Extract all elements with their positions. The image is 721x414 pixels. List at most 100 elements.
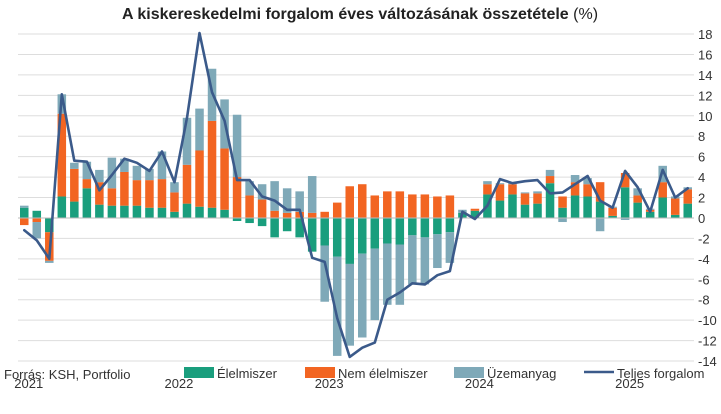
bar-fuel [245,181,254,196]
bar-nonfood [145,180,154,208]
bar-food [245,217,254,224]
bar-nonfood [533,193,542,204]
chart-title: A kiskereskedelmi forgalom éves változás… [122,6,598,23]
bar-nonfood [683,189,692,204]
bar-food [420,217,430,238]
legend-label-total: Teljes forgalom [617,366,704,381]
bar-nonfood [633,195,642,203]
bar-fuel [345,263,354,346]
y-tick-label: 0 [698,211,705,226]
bar-fuel [282,188,292,213]
bar-fuel [270,181,279,211]
bar-fuel [132,165,142,181]
bar-nonfood [120,171,129,206]
x-year-label: 2025 [615,376,644,391]
bar-nonfood [395,191,405,218]
bar-nonfood [20,217,29,226]
bar-food [520,204,530,218]
bar-fuel [32,222,42,239]
bar-food [658,197,667,218]
bar-nonfood [583,184,592,197]
bar-food [508,194,517,218]
bar-fuel [445,232,455,263]
bar-nonfood [570,182,580,196]
bar-food [370,217,380,249]
y-tick-label: -6 [698,272,710,287]
bar-fuel [332,256,342,356]
bar-nonfood [170,192,179,212]
bar-fuel [195,108,204,151]
bar-nonfood [157,179,167,208]
bar-food [383,217,392,244]
bar-fuel [495,183,505,185]
bar-food [533,203,542,218]
bar-food [295,217,304,238]
bar-nonfood [345,186,354,218]
bar-nonfood [520,193,530,205]
bar-nonfood [508,184,517,195]
bar-nonfood [658,182,667,198]
bar-food [32,210,42,218]
bar-nonfood [257,199,267,218]
bar-nonfood [470,208,480,211]
bar-food [57,196,67,218]
bar-fuel [232,114,242,178]
bar-nonfood [433,196,442,218]
bar-fuel [358,253,367,338]
bar-food [408,217,417,236]
bar-food [645,211,655,218]
bar-nonfood [545,176,555,184]
bar-food [545,183,555,218]
x-year-label: 2023 [315,376,344,391]
bar-fuel [570,175,580,183]
bar-food [270,217,279,238]
bar-food [320,217,329,246]
legend: Élelmiszer Nem élelmiszer Üzemanyag Teljes … [184,366,704,381]
bar-food [358,217,367,254]
bar-food [332,217,342,257]
bar-fuel [307,176,317,213]
bar-fuel [95,169,104,183]
legend-label-food: Élelmiszer [217,366,278,381]
bar-nonfood [370,195,380,218]
y-tick-label: 2 [698,191,705,206]
bar-fuel [520,192,530,194]
y-tick-label: 14 [698,68,712,83]
bar-food [395,217,405,245]
bar-fuel [595,217,605,232]
bar-nonfood [358,184,367,218]
legend-swatch-nonfood [305,367,335,378]
bar-nonfood [132,180,142,206]
bar-fuel [558,217,567,223]
bar-fuel [408,235,417,285]
y-tick-label: 16 [698,47,712,62]
y-tick-label: -14 [698,354,717,369]
bar-food [558,207,567,218]
bar-food [145,207,154,218]
bar-food [670,214,680,218]
x-year-label: 2024 [465,376,494,391]
bar-food [345,217,354,264]
bar-food [82,188,92,218]
bar-nonfood [245,195,254,218]
bar-nonfood [608,207,617,216]
bar-food [570,195,580,218]
bar-nonfood [408,194,417,218]
legend-label-nonfood: Nem élelmiszer [338,366,428,381]
bar-nonfood [182,164,192,204]
bar-food [220,209,229,218]
y-tick-label: -4 [698,252,710,267]
bar-nonfood [82,179,92,189]
bar-food [257,217,267,227]
bar-food [470,210,480,218]
y-tick-label: 4 [698,170,705,185]
bar-fuel [157,151,167,180]
bar-food [70,201,79,218]
y-tick-label: 10 [698,109,712,124]
bar-food [182,203,192,218]
y-tick-label: -2 [698,231,710,246]
bar-fuel [583,178,592,185]
bar-fuel [420,237,430,285]
bar-fuel [545,169,555,177]
bar-nonfood [620,172,630,188]
